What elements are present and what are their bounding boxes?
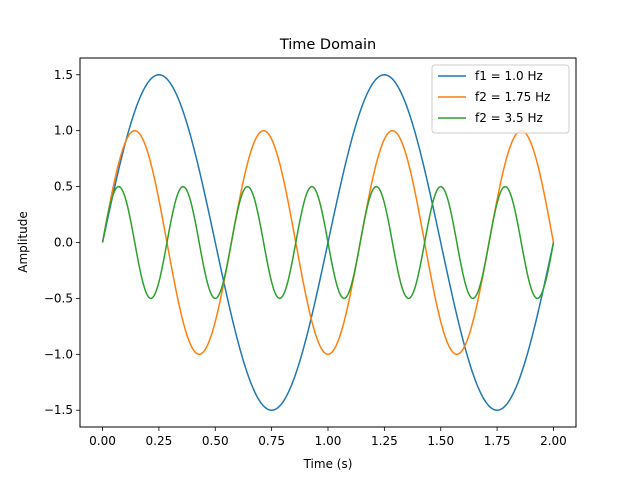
x-tick-label: 0.25 [146,434,173,448]
series-line-2 [101,129,555,356]
x-tick-label: 1.75 [484,434,511,448]
x-tick-label: 0.00 [89,434,116,448]
x-tick-label: 2.00 [540,434,567,448]
legend-label: f1 = 1.0 Hz [475,69,543,83]
x-axis-label: Time (s) [303,457,353,471]
y-tick-label: −1.0 [44,347,73,361]
y-tick-label: 1.5 [54,68,73,82]
y-axis: 1.5 1.0 0.5 0.0 −0.5 −1.0 −1.5 [44,68,80,417]
x-axis: 0.00 0.25 0.50 0.75 1.00 1.25 1.50 1.75 2.00 [89,427,567,448]
y-tick-label: −0.5 [44,291,73,305]
chart-title: Time Domain [279,37,376,53]
x-tick-label: 0.50 [202,434,229,448]
y-tick-label: 0.0 [54,236,73,250]
series-line-3 [101,185,555,300]
x-tick-label: 1.50 [427,434,454,448]
y-tick-label: 0.5 [54,180,73,194]
legend-label: f2 = 1.75 Hz [475,90,550,104]
x-tick-label: 0.75 [258,434,285,448]
legend-label: f2 = 3.5 Hz [475,111,543,125]
legend-box [431,64,570,134]
x-tick-label: 1.00 [315,434,342,448]
y-axis-label: Amplitude [16,211,30,273]
x-tick-label: 1.25 [371,434,398,448]
y-tick-label: −1.5 [44,403,73,417]
series-layer [101,74,555,411]
legend: f1 = 1.0 Hz f2 = 1.75 Hz f2 = 3.5 Hz [431,64,570,134]
y-tick-label: 1.0 [54,124,73,138]
